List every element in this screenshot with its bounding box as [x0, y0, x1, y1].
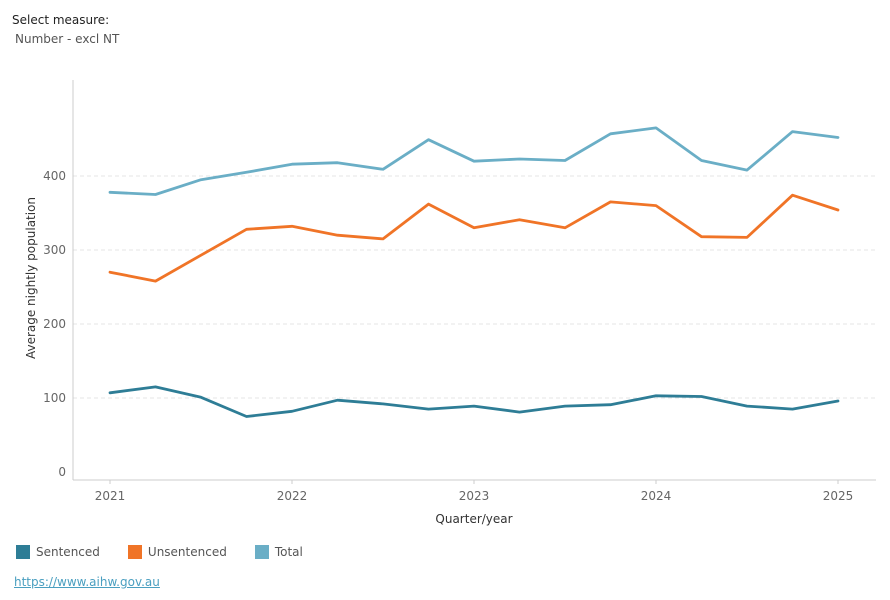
series-line-sentenced[interactable]	[108, 385, 840, 418]
source-link[interactable]: https://www.aihw.gov.au	[14, 575, 160, 589]
line-chart: 0 100 200 300 400 2021 2022 2023 2024 2025 Avera…	[24, 80, 876, 526]
y-axis-title: Average nightly population	[24, 197, 38, 359]
legend-item-unsentenced[interactable]: Unsentenced	[127, 545, 227, 559]
y-tick-label: 400	[43, 169, 66, 183]
legend-swatch-sentenced	[16, 545, 30, 559]
legend: Sentenced Unsentenced Total	[16, 545, 331, 559]
x-tick-label: 2021	[95, 489, 126, 503]
legend-label-total: Total	[274, 545, 303, 559]
y-tick-label: 300	[43, 243, 66, 257]
x-tick-label: 2024	[641, 489, 672, 503]
x-axis-title: Quarter/year	[435, 512, 512, 526]
legend-item-total[interactable]: Total	[254, 545, 303, 559]
legend-label-sentenced: Sentenced	[36, 545, 100, 559]
x-tick-label: 2023	[459, 489, 490, 503]
legend-swatch-unsentenced	[127, 545, 142, 559]
y-tick-label: 100	[43, 391, 66, 405]
series-line-unsentenced[interactable]	[108, 193, 840, 283]
legend-item-sentenced[interactable]: Sentenced	[16, 545, 100, 559]
legend-swatch-total	[254, 545, 269, 559]
series-line-total[interactable]	[108, 126, 840, 196]
measure-selector[interactable]: Number - excl NT	[15, 32, 120, 46]
select-measure-label: Select measure:	[12, 13, 110, 27]
x-tick-label: 2022	[277, 489, 308, 503]
x-tick-label: 2025	[823, 489, 854, 503]
y-tick-label: 200	[43, 317, 66, 331]
y-tick-label: 0	[58, 465, 66, 479]
legend-label-unsentenced: Unsentenced	[147, 545, 227, 559]
